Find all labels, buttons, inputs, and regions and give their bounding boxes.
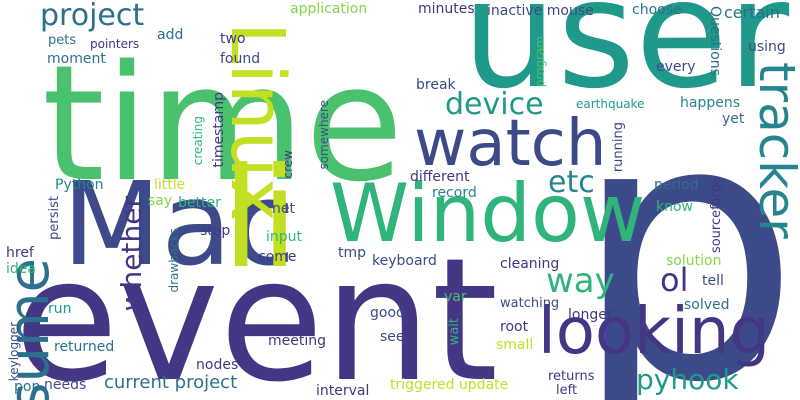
word-earthquake: earthquake (576, 97, 645, 111)
word-etc: etc (548, 165, 595, 200)
word-yet: yet (722, 111, 745, 127)
word-pyhook: pyhook (636, 363, 739, 396)
word-period: period (654, 177, 699, 193)
word-left: left (556, 383, 578, 398)
word-drawbacks: drawbacks (167, 228, 181, 293)
word-net: net (272, 201, 295, 217)
word-run: run (48, 301, 72, 317)
word-program: program (533, 36, 547, 88)
word-tmp: tmp (338, 245, 367, 261)
word-pointers: pointers (90, 37, 140, 51)
word-record: record (432, 185, 477, 201)
word-say: say (148, 193, 173, 209)
word-p: p (572, 42, 800, 400)
word-current-project: current project (104, 372, 238, 393)
word-using: using (748, 39, 786, 55)
word-solved: solved (684, 297, 730, 313)
word-better: better (178, 195, 221, 211)
word-pets: pets (48, 33, 77, 48)
word-tracker: tracker (748, 62, 800, 239)
word-see: see (380, 329, 405, 345)
word-different: different (410, 169, 470, 185)
word-two: two (220, 31, 246, 47)
word-user: user (462, 0, 790, 122)
word-application: application (290, 1, 368, 17)
word-href: href (6, 245, 34, 261)
word-watching: watching (500, 296, 560, 311)
word-break: break (416, 77, 456, 93)
word-idea: idea (6, 261, 36, 277)
word-triggered-update: triggered update (390, 377, 509, 393)
word-stop: stop (200, 223, 231, 239)
word-looking: looking (538, 295, 771, 369)
word-running: running (611, 122, 626, 173)
word-device: device (445, 87, 544, 122)
word-solution: solution (666, 253, 722, 269)
word-tell: tell (702, 273, 724, 289)
word-certain: certain (724, 3, 780, 22)
word-python: Python (55, 177, 104, 193)
word-keylogger: keylogger (7, 322, 21, 382)
word-happens: happens (680, 95, 741, 111)
word-longer: longer (568, 307, 613, 323)
word-time: time (42, 30, 404, 217)
word-event: event (14, 222, 499, 400)
word-add: add (157, 27, 184, 43)
word-cleaning: cleaning (500, 256, 560, 272)
word-moment: moment (47, 51, 106, 67)
word-nodes: nodes (196, 357, 239, 373)
word-come: come (258, 249, 297, 265)
word-returned: returned (54, 339, 115, 355)
word-input: input (266, 229, 303, 245)
word-returns: returns (548, 369, 595, 384)
word-small: small (496, 337, 534, 353)
word-questions: Questions (707, 6, 723, 76)
word-root: root (500, 319, 529, 335)
word-wait: wait (447, 318, 462, 346)
word-know: know (656, 199, 693, 215)
word-meeting: meeting (268, 333, 327, 349)
word-inactive-mouse: inactive mouse (487, 3, 594, 19)
word-pop: pop (14, 379, 41, 395)
word-somewhere: somewhere (317, 100, 331, 170)
word-choose: choose (632, 2, 682, 18)
word-every: every (656, 59, 696, 75)
word-window: Window (330, 167, 646, 260)
word-interval: interval (316, 383, 370, 399)
word-sourceforge: sourceforge (709, 176, 724, 254)
word-creating: creating (191, 116, 205, 166)
word-var: var (444, 289, 467, 305)
word-little: little (154, 177, 186, 193)
word-crew: crew (281, 150, 295, 179)
word-project: project (40, 0, 145, 33)
word-found: found (220, 51, 261, 67)
word-mac: Mac (62, 158, 295, 292)
word-good: good (370, 305, 405, 321)
word-persist: persist (47, 196, 62, 240)
word-whether: whether (115, 196, 148, 312)
word-li: li (222, 138, 299, 299)
word-ol: ol (660, 261, 689, 299)
word-way: way (546, 261, 615, 301)
word-timestamp: timestamp (211, 92, 227, 168)
word-watch: watch (414, 107, 607, 181)
word-minutes: minutes (418, 1, 475, 17)
word-keyboard: keyboard (372, 253, 437, 269)
word-needs: needs (44, 377, 87, 393)
